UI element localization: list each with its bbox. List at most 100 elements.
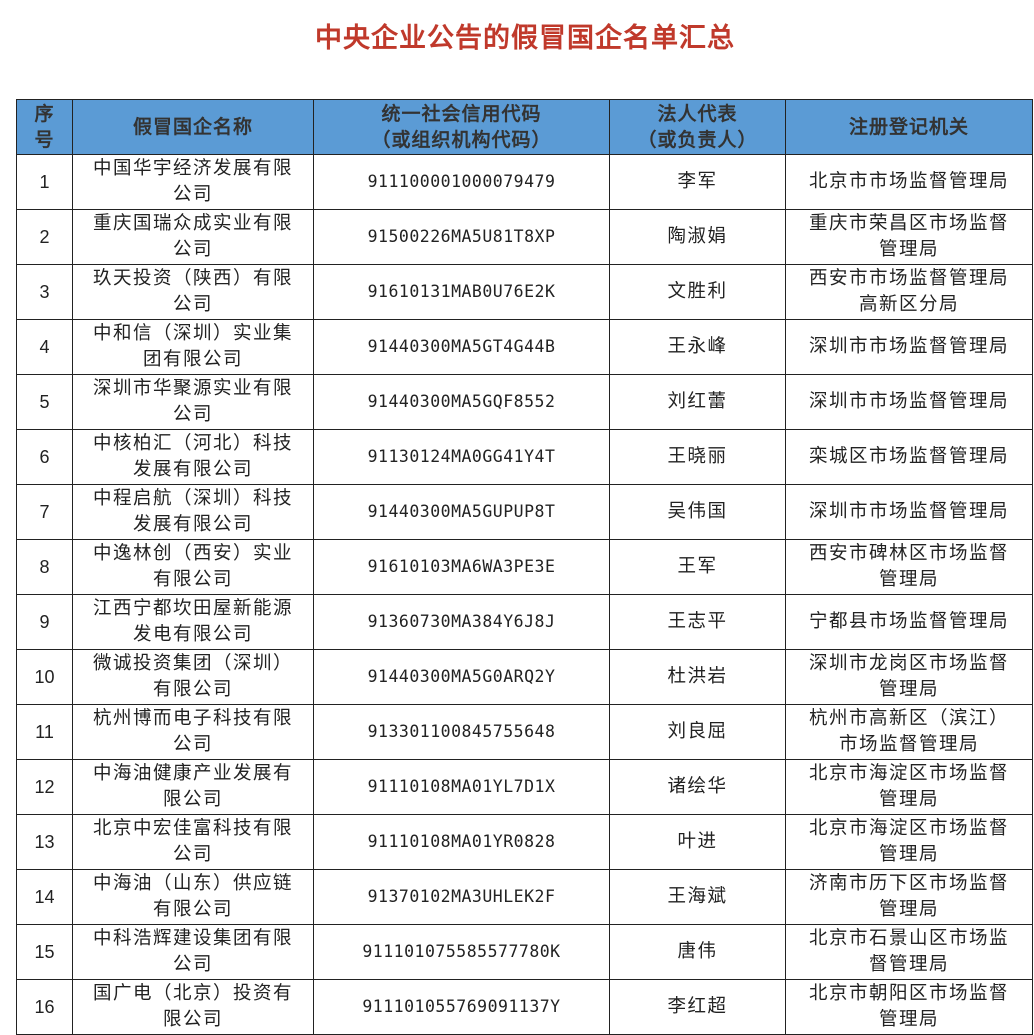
cell-credit-code: 91440300MA5G0ARQ2Y xyxy=(313,649,610,705)
cell-company-name: 中核柏汇（河北）科技 发展有限公司 xyxy=(72,429,314,485)
cell-index: 7 xyxy=(16,484,73,540)
table-row: 4 中和信（深圳）实业集 团有限公司 91440300MA5GT4G44B 王永峰 深圳… xyxy=(16,319,1033,375)
cell-company-name: 杭州博而电子科技有限 公司 xyxy=(72,704,314,760)
cell-credit-code: 91110108MA01YL7D1X xyxy=(313,759,610,815)
cell-company-name: 中逸林创（西安）实业 有限公司 xyxy=(72,539,314,595)
cell-credit-code: 91360730MA384Y6J8J xyxy=(313,594,610,650)
cell-index: 12 xyxy=(16,759,73,815)
cell-registration-authority: 宁都县市场监督管理局 xyxy=(785,594,1033,650)
table-row: 9 江西宁都坎田屋新能源 发电有限公司 91360730MA384Y6J8J 王志平宁… xyxy=(16,594,1033,650)
cell-credit-code: 91440300MA5GUPUP8T xyxy=(313,484,610,540)
cell-company-name: 北京中宏佳富科技有限 公司 xyxy=(72,814,314,870)
cell-company-name: 国广电（北京）投资有 限公司 xyxy=(72,979,314,1035)
cell-company-name: 重庆国瑞众成实业有限 公司 xyxy=(72,209,314,265)
cell-index: 10 xyxy=(16,649,73,705)
cell-index: 3 xyxy=(16,264,73,320)
cell-credit-code: 91610103MA6WA3PE3E xyxy=(313,539,610,595)
counterfeit-soe-table: 序 号 假冒国企名称 统一社会信用代码 （或组织机构代码） 法人代表 （或负责人… xyxy=(16,99,1033,1035)
cell-registration-authority: 济南市历下区市场监督 管理局 xyxy=(785,869,1033,925)
cell-registration-authority: 北京市海淀区市场监督 管理局 xyxy=(785,814,1033,870)
page-title: 中央企业公告的假冒国企名单汇总 xyxy=(315,23,735,54)
cell-registration-authority: 栾城区市场监督管理局 xyxy=(785,429,1033,485)
cell-company-name: 中程启航（深圳）科技 发展有限公司 xyxy=(72,484,314,540)
table-row: 14 中海油（山东）供应链 有限公司 91370102MA3UHLEK2F 王海斌 济南… xyxy=(16,869,1033,925)
table-row: 16 国广电（北京）投资有 限公司 911101055769091137Y 李红超 北京… xyxy=(16,979,1033,1035)
cell-legal-rep: 陶淑娟 xyxy=(609,209,786,265)
cell-index: 8 xyxy=(16,539,73,595)
header-credit-code: 统一社会信用代码 （或组织机构代码） xyxy=(313,99,610,155)
cell-company-name: 中和信（深圳）实业集 团有限公司 xyxy=(72,319,314,375)
cell-credit-code: 91130124MA0GG41Y4T xyxy=(313,429,610,485)
cell-credit-code: 91500226MA5U81T8XP xyxy=(313,209,610,265)
cell-index: 13 xyxy=(16,814,73,870)
table-row: 13 北京中宏佳富科技有限 公司 91110108MA01YR0828 叶进 北京市海淀… xyxy=(16,814,1033,870)
cell-credit-code: 913301100845755648 xyxy=(313,704,610,760)
cell-company-name: 微诚投资集团（深圳） 有限公司 xyxy=(72,649,314,705)
cell-registration-authority: 西安市市场监督管理局 高新区分局 xyxy=(785,264,1033,320)
header-registration-authority: 注册登记机关 xyxy=(785,99,1033,155)
cell-index: 2 xyxy=(16,209,73,265)
cell-credit-code: 91110108MA01YR0828 xyxy=(313,814,610,870)
table-row: 2 重庆国瑞众成实业有限 公司 91500226MA5U81T8XP 陶淑娟 重庆市荣昌… xyxy=(16,209,1033,265)
cell-legal-rep: 王晓丽 xyxy=(609,429,786,485)
table-row: 10 微诚投资集团（深圳） 有限公司 91440300MA5G0ARQ2Y 杜洪岩 深圳… xyxy=(16,649,1033,705)
cell-legal-rep: 王志平 xyxy=(609,594,786,650)
cell-company-name: 中海油健康产业发展有 限公司 xyxy=(72,759,314,815)
cell-registration-authority: 西安市碑林区市场监督 管理局 xyxy=(785,539,1033,595)
cell-registration-authority: 北京市市场监督管理局 xyxy=(785,154,1033,210)
cell-registration-authority: 深圳市市场监督管理局 xyxy=(785,374,1033,430)
cell-credit-code: 911101075585577780K xyxy=(313,924,610,980)
cell-legal-rep: 叶进 xyxy=(609,814,786,870)
cell-index: 5 xyxy=(16,374,73,430)
cell-credit-code: 91440300MA5GT4G44B xyxy=(313,319,610,375)
table-row: 7 中程启航（深圳）科技 发展有限公司 91440300MA5GUPUP8T 吴伟国深… xyxy=(16,484,1033,540)
cell-legal-rep: 李红超 xyxy=(609,979,786,1035)
cell-index: 15 xyxy=(16,924,73,980)
cell-legal-rep: 吴伟国 xyxy=(609,484,786,540)
cell-company-name: 玖天投资（陕西）有限 公司 xyxy=(72,264,314,320)
cell-credit-code: 91370102MA3UHLEK2F xyxy=(313,869,610,925)
cell-legal-rep: 王永峰 xyxy=(609,319,786,375)
cell-registration-authority: 重庆市荣昌区市场监督 管理局 xyxy=(785,209,1033,265)
cell-index: 1 xyxy=(16,154,73,210)
cell-legal-rep: 文胜利 xyxy=(609,264,786,320)
cell-legal-rep: 诸绘华 xyxy=(609,759,786,815)
cell-registration-authority: 北京市朝阳区市场监督 管理局 xyxy=(785,979,1033,1035)
cell-index: 16 xyxy=(16,979,73,1035)
cell-registration-authority: 深圳市龙岗区市场监督 管理局 xyxy=(785,649,1033,705)
header-index: 序 号 xyxy=(16,99,73,155)
table-row: 6 中核柏汇（河北）科技 发展有限公司 91130124MA0GG41Y4T 王晓丽栾… xyxy=(16,429,1033,485)
table-row: 12 中海油健康产业发展有 限公司 91110108MA01YL7D1X 诸绘华 北京市… xyxy=(16,759,1033,815)
cell-company-name: 中海油（山东）供应链 有限公司 xyxy=(72,869,314,925)
table-row: 1 中国华宇经济发展有限 公司 911100001000079479 李军 北京市市场监… xyxy=(16,154,1033,210)
table-row: 8 中逸林创（西安）实业 有限公司 91610103MA6WA3PE3E 王军 西安市碑… xyxy=(16,539,1033,595)
cell-company-name: 江西宁都坎田屋新能源 发电有限公司 xyxy=(72,594,314,650)
cell-legal-rep: 王军 xyxy=(609,539,786,595)
cell-credit-code: 91610131MAB0U76E2K xyxy=(313,264,610,320)
header-company-name: 假冒国企名称 xyxy=(72,99,314,155)
cell-index: 4 xyxy=(16,319,73,375)
cell-legal-rep: 杜洪岩 xyxy=(609,649,786,705)
table-header-row: 序 号 假冒国企名称 统一社会信用代码 （或组织机构代码） 法人代表 （或负责人… xyxy=(16,99,1033,155)
cell-company-name: 中科浩辉建设集团有限 公司 xyxy=(72,924,314,980)
cell-registration-authority: 北京市海淀区市场监督 管理局 xyxy=(785,759,1033,815)
table-row: 5 深圳市华聚源实业有限 公司 91440300MA5GQF8552 刘红蕾 深圳市市场… xyxy=(16,374,1033,430)
cell-index: 9 xyxy=(16,594,73,650)
cell-legal-rep: 刘红蕾 xyxy=(609,374,786,430)
cell-index: 11 xyxy=(16,704,73,760)
cell-index: 6 xyxy=(16,429,73,485)
cell-legal-rep: 刘良屈 xyxy=(609,704,786,760)
cell-company-name: 中国华宇经济发展有限 公司 xyxy=(72,154,314,210)
cell-legal-rep: 李军 xyxy=(609,154,786,210)
cell-legal-rep: 王海斌 xyxy=(609,869,786,925)
cell-credit-code: 91440300MA5GQF8552 xyxy=(313,374,610,430)
cell-registration-authority: 深圳市市场监督管理局 xyxy=(785,319,1033,375)
table-row: 11 杭州博而电子科技有限 公司 913301100845755648 刘良屈 杭州市高… xyxy=(16,704,1033,760)
table-row: 15 中科浩辉建设集团有限 公司 911101075585577780K 唐伟 北京市石… xyxy=(16,924,1033,980)
cell-registration-authority: 杭州市高新区（滨江） 市场监督管理局 xyxy=(785,704,1033,760)
cell-company-name: 深圳市华聚源实业有限 公司 xyxy=(72,374,314,430)
table-row: 3 玖天投资（陕西）有限 公司 91610131MAB0U76E2K 文胜利 西安市市场… xyxy=(16,264,1033,320)
cell-credit-code: 911100001000079479 xyxy=(313,154,610,210)
cell-registration-authority: 深圳市市场监督管理局 xyxy=(785,484,1033,540)
cell-registration-authority: 北京市石景山区市场监 督管理局 xyxy=(785,924,1033,980)
